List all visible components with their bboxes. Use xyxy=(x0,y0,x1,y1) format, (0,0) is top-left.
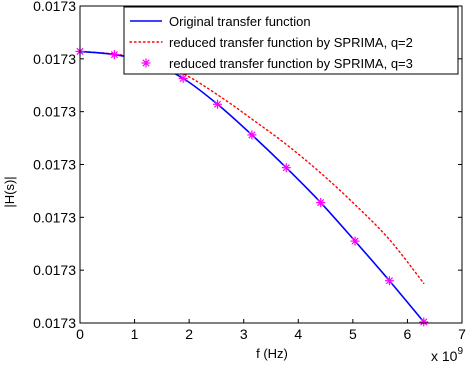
data-point-marker xyxy=(384,276,394,286)
series-markers-q3 xyxy=(75,46,429,327)
data-point-marker xyxy=(247,130,257,140)
marker-stroke xyxy=(317,198,325,207)
y-tick-label: 0.0173 xyxy=(33,104,76,120)
x-tick-label: 2 xyxy=(185,326,193,342)
marker-stroke xyxy=(385,277,393,285)
marker-stroke xyxy=(248,131,256,139)
x-tick-label: 1 xyxy=(131,326,139,342)
x-axis-label: f (Hz) xyxy=(256,346,288,361)
series-line-original xyxy=(79,50,425,323)
data-point-marker xyxy=(213,99,223,109)
legend-label: reduced transfer function by SPRIMA, q=3 xyxy=(169,56,413,71)
legend-label: Original transfer function xyxy=(169,14,311,29)
y-tick-label: 0.0173 xyxy=(33,262,76,278)
y-tick-label: 0.0173 xyxy=(33,0,76,14)
axes: 0 1 2 3 4 5 6 7 0.0173 0.0173 0.0173 0.0173 0.0173 0.… xyxy=(33,0,466,342)
data-point-marker xyxy=(419,317,429,327)
marker-stroke xyxy=(110,51,118,59)
marker-stroke xyxy=(179,74,187,82)
plot-area xyxy=(75,46,429,327)
data-point-marker xyxy=(316,198,326,208)
data-point-marker xyxy=(281,163,291,173)
data-point-marker xyxy=(178,73,188,83)
y-tick-label: 0.0173 xyxy=(33,315,76,331)
legend-swatch-marker xyxy=(141,58,151,68)
data-point-marker xyxy=(109,50,119,60)
legend-entry: reduced transfer function by SPRIMA, q=2 xyxy=(129,35,413,50)
y-tick-label: 0.0173 xyxy=(33,157,76,173)
marker-stroke xyxy=(351,237,359,245)
x-tick-label: 6 xyxy=(404,326,412,342)
x-tick-label: 3 xyxy=(240,326,248,342)
marker-stroke xyxy=(213,100,222,108)
data-point-marker xyxy=(350,236,360,246)
x-multiplier-exponent: 9 xyxy=(457,346,463,357)
legend-label: reduced transfer function by SPRIMA, q=2 xyxy=(169,35,413,50)
x-tick-label: 7 xyxy=(458,326,466,342)
y-axis-label: |H(s)| xyxy=(2,176,17,207)
x-multiplier-base: x 10 xyxy=(431,348,458,364)
legend-box xyxy=(123,6,459,75)
series-line-q2 xyxy=(79,50,425,285)
legend-entry: reduced transfer function by SPRIMA, q=3 xyxy=(141,56,413,71)
marker-stroke xyxy=(282,164,290,172)
marker-stroke xyxy=(420,318,428,326)
x-tick-label: 0 xyxy=(76,326,84,342)
legend: Original transfer function reduced transf… xyxy=(123,6,459,75)
legend-entry: Original transfer function xyxy=(130,14,311,29)
x-multiplier-label: x 109 xyxy=(431,346,463,364)
y-tick-label: 0.0173 xyxy=(33,209,76,225)
x-tick-label: 5 xyxy=(349,326,357,342)
marker-stroke xyxy=(142,59,150,67)
x-tick-label: 4 xyxy=(294,326,302,342)
y-tick-label: 0.0173 xyxy=(33,51,76,67)
